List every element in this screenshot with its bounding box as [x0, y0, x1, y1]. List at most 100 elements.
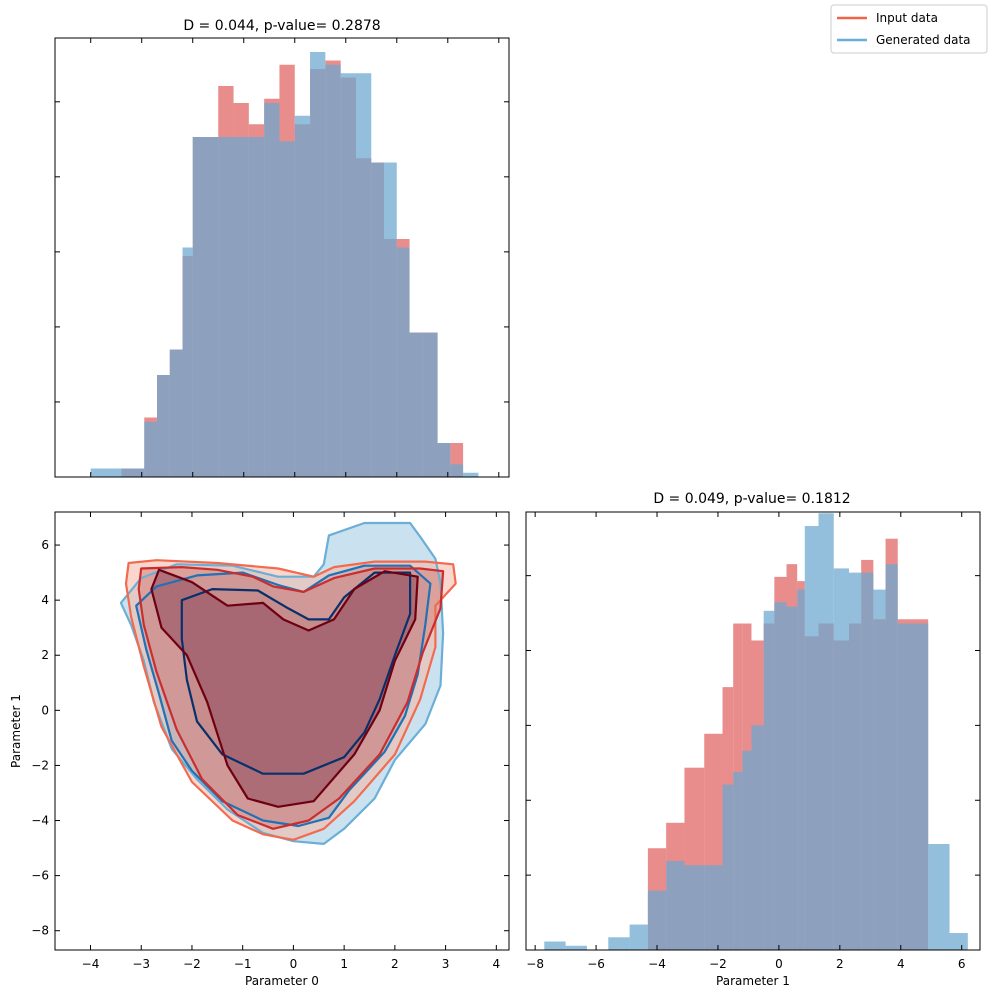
hist-1-bar-generated-20: [848, 572, 862, 950]
hist-1-bar-generated-15: [786, 606, 798, 950]
hist-0-title: D = 0.044, p-value= 0.2878: [183, 18, 380, 34]
hist-0-bar-generated-11: [264, 103, 280, 477]
hist-1-ticks: −8 −6 −4 −2 0 2 4 6: [526, 512, 980, 971]
hist-0-bar-generated-24: [450, 464, 464, 477]
hist-0-bar-generated-10: [248, 137, 265, 477]
hist-0-bar-generated-4: [169, 349, 183, 477]
hist-1-bar-generated-3: [608, 937, 630, 950]
contour-fills: [119, 521, 457, 845]
contour-ytick-label: −6: [31, 869, 49, 883]
hist-0-bar-generated-13: [294, 115, 311, 477]
contour-ytick-label: −4: [31, 814, 49, 828]
legend: Input data Generated data: [830, 4, 988, 54]
hist-1-bar-generated-14: [774, 602, 787, 950]
hist-1-xtick-label: −2: [709, 957, 727, 971]
contour-ytick-label: −8: [31, 924, 49, 938]
contour-xtick-label: −2: [183, 957, 201, 971]
contour-frame: [54, 511, 510, 951]
hist-1-bar-generated-7: [684, 865, 705, 950]
hist-1-xtick-label: −6: [587, 957, 605, 971]
hist-1-bar-generated-1: [565, 945, 587, 950]
hist-0-bar-generated-8: [218, 137, 234, 477]
hist-0-bar-generated-23: [437, 443, 451, 477]
hist-1-xtick-label: 0: [775, 957, 783, 971]
hist-0-bar-generated-25: [463, 472, 479, 477]
contour-line-generated-level-2: [180, 571, 412, 775]
hist-0-bars: [90, 52, 479, 477]
hist-0-bar-generated-22: [422, 332, 438, 477]
hist-1-xtick-label: 2: [836, 957, 844, 971]
hist-1-bar-generated-9: [722, 784, 734, 950]
legend-generated-label: Generated data: [876, 33, 971, 47]
hist-0-frame: [54, 37, 510, 478]
contour-ytick-label: 6: [41, 538, 49, 552]
hist-1-bar-generated-19: [833, 568, 849, 950]
hist-0-bar-generated-1: [121, 468, 145, 477]
legend-input-label: Input data: [876, 11, 938, 25]
hist-0-bar-generated-0: [90, 468, 122, 477]
hist-1-bar-generated-8: [704, 865, 723, 950]
contour-xtick-label: 0: [290, 957, 298, 971]
hist-0-bar-generated-12: [279, 141, 295, 477]
panel-contour: −4 −3 −2 −1 0 1 2 3 4 −8 −6 −4 −2 0 2 4 6 Parameter 0 Pa…: [9, 511, 510, 988]
hist-1-xtick-label: 4: [897, 957, 905, 971]
panel-hist-parameter-0: D = 0.044, p-value= 0.2878: [54, 18, 510, 478]
hist-1-xtick-label: −4: [648, 957, 666, 971]
contour-ylabel: Parameter 1: [9, 694, 23, 768]
hist-0-bar-generated-21: [409, 332, 423, 477]
hist-0-bar-generated-18: [371, 162, 385, 477]
hist-1-bar-generated-24: [897, 623, 912, 950]
contour-xtick-label: 1: [340, 957, 348, 971]
contour-ticks: −4 −3 −2 −1 0 1 2 3 4 −8 −6 −4 −2 0 2 4 6: [31, 512, 509, 971]
hist-1-bar-generated-22: [873, 589, 886, 950]
hist-1-bar-generated-10: [733, 771, 743, 950]
contour-line-generated-level-0: [119, 521, 445, 845]
contour-xtick-label: 2: [391, 957, 399, 971]
hist-1-bar-generated-11: [742, 750, 752, 950]
hist-1-frame: [525, 511, 981, 951]
contour-line-generated-level-1: [135, 564, 432, 828]
contour-ytick-label: 2: [41, 648, 49, 662]
hist-0-bar-generated-2: [144, 421, 158, 477]
hist-1-bar-generated-25: [911, 623, 929, 950]
hist-1-bars: [544, 513, 968, 950]
hist-1-title: D = 0.049, p-value= 0.1812: [653, 491, 850, 507]
contour-line-input-level-2: [150, 568, 419, 808]
hist-1-xlabel: Parameter 1: [716, 974, 790, 988]
hist-0-bar-generated-7: [205, 137, 219, 477]
contour-ytick-label: 4: [41, 593, 49, 607]
contour-line-input-level-0: [124, 559, 457, 841]
hist-0-bar-generated-14: [310, 52, 326, 477]
hist-1-bar-generated-23: [885, 564, 898, 950]
hist-0-bar-generated-20: [396, 247, 410, 477]
hist-0-bar-generated-15: [325, 64, 341, 477]
hist-1-bar-generated-27: [949, 933, 968, 950]
hist-0-bar-generated-5: [182, 247, 193, 477]
contour-xtick-label: −3: [132, 957, 150, 971]
hist-0-bar-generated-3: [157, 375, 170, 477]
contour-ytick-label: −2: [31, 758, 49, 772]
hist-1-bar-generated-16: [797, 589, 805, 950]
panel-hist-parameter-1: D = 0.049, p-value= 0.1812 −8 −6 −4 −2 0 2 4 6 …: [525, 491, 981, 988]
hist-1-xtick-label: −8: [526, 957, 544, 971]
hist-1-bar-generated-26: [928, 844, 950, 950]
hist-1-bar-generated-13: [763, 610, 775, 950]
hist-1-bar-generated-0: [544, 941, 566, 950]
hist-1-bar-generated-5: [647, 890, 667, 950]
contour-xtick-label: −1: [234, 957, 252, 971]
hist-1-bar-generated-17: [804, 526, 819, 950]
hist-0-bar-generated-9: [233, 137, 249, 477]
hist-0-bar-generated-6: [192, 137, 206, 477]
contour-xtick-label: 3: [442, 957, 450, 971]
contour-xlabel: Parameter 0: [245, 974, 319, 988]
hist-1-bar-generated-4: [629, 924, 648, 950]
hist-0-bar-generated-19: [384, 162, 397, 477]
hist-1-bar-generated-12: [751, 725, 764, 950]
contour-xtick-label: −4: [82, 957, 100, 971]
hist-0-ticks: [55, 38, 509, 477]
hist-1-bar-generated-18: [818, 513, 834, 950]
hist-1-xtick-label: 6: [958, 957, 966, 971]
hist-0-bar-generated-16: [340, 73, 356, 477]
contour-xtick-label: 4: [492, 957, 500, 971]
